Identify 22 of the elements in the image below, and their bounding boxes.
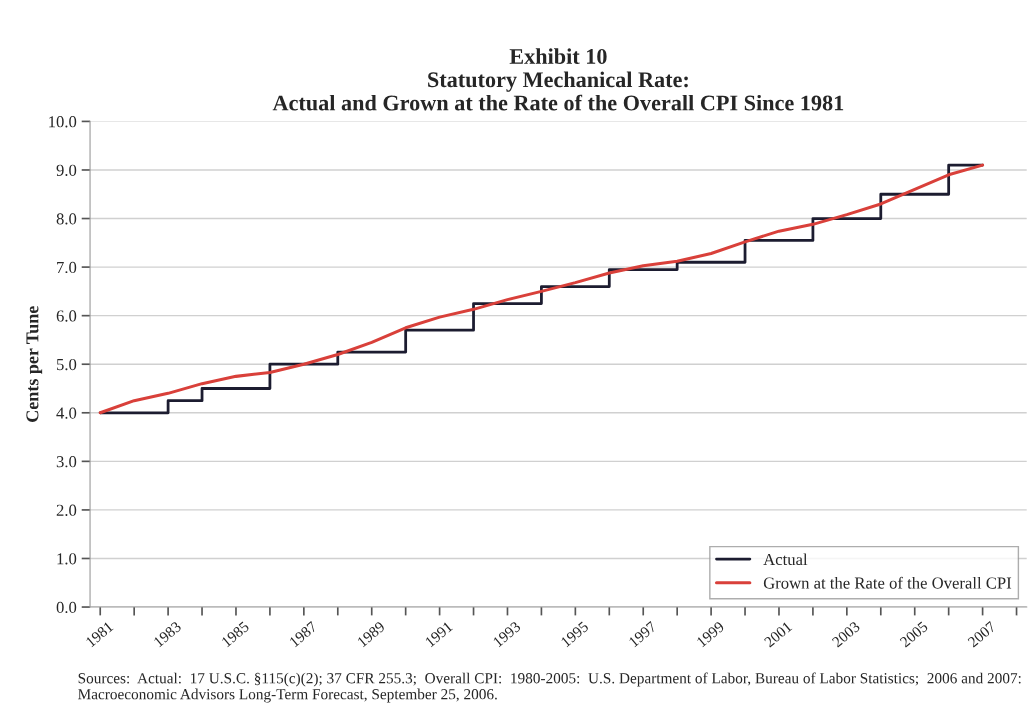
y-tick-label: 3.0	[56, 456, 77, 468]
y-tick-label: 1.0	[57, 553, 77, 565]
chart-title: Exhibit 10 Statutory Mechanical Rate: Actual and Grown at the Rate of the Overall CPI Since 1981	[272, 48, 844, 111]
y-tick-label: 10.0	[49, 116, 77, 128]
y-tick-label: 0.0	[56, 601, 77, 614]
x-tick-label: 1983	[153, 620, 182, 648]
y-tick-label: 5.0	[56, 358, 77, 371]
x-tick-label: 1993	[492, 620, 522, 648]
y-tick-label: 2.0	[56, 504, 77, 516]
legend-label: Actual	[763, 553, 808, 566]
y-tick-label: 7.0	[57, 261, 77, 274]
x-tick-label: 1989	[356, 620, 386, 648]
x-tick-label: 1981	[85, 621, 114, 648]
source-note: Sources: Actual: 17 U.S.C. §115(c)(2); 37 CFR 255.3; Overall CPI: 1980-2005: U.S. Department of Labor, Bureau of Labor Statistics; 2006 and 2007: Macroeconomic Advisors Long-Term Forecast, September 25, 2006.	[78, 672, 1021, 703]
y-tick-label: 6.0	[56, 310, 77, 322]
x-tick-label: 1999	[696, 621, 725, 648]
y-tick-label: 8.0	[56, 213, 77, 225]
y-tick-label: 4.0	[56, 407, 77, 419]
y-axis-title: Cents per Tune	[26, 306, 43, 422]
x-tick-label: 1991	[424, 621, 454, 648]
legend-label: Grown at the Rate of the Overall CPI	[763, 576, 1012, 589]
y-tick-label: 9.0	[56, 164, 77, 176]
